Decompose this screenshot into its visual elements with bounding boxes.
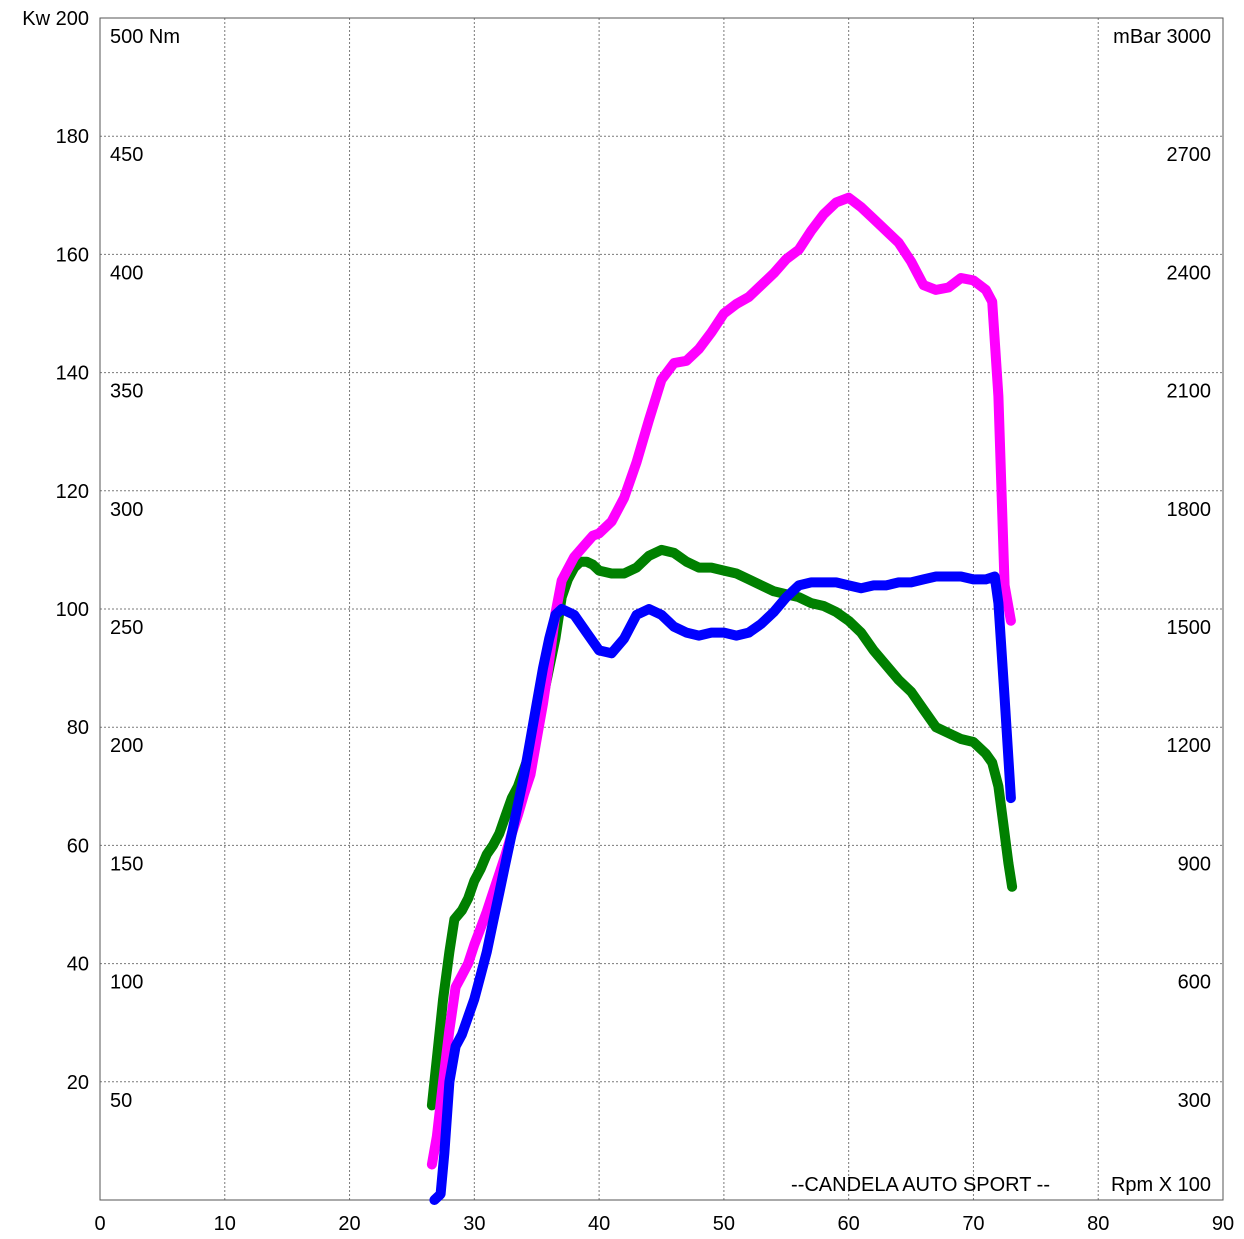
- x-tick-label: 30: [463, 1213, 485, 1235]
- inner-tick-label: 300: [110, 499, 143, 521]
- left-tick-label: 160: [56, 244, 89, 266]
- series-group: [426, 192, 1018, 1205]
- brand-annotation: --CANDELA AUTO SPORT --: [791, 1174, 1050, 1196]
- left-tick-label: 60: [67, 835, 89, 857]
- inner-tick-label: 50: [110, 1090, 132, 1112]
- inner-tick-label: 400: [110, 262, 143, 284]
- x-axis-label: Rpm X 100: [1111, 1174, 1211, 1196]
- right-axis-title: mBar 3000: [1113, 26, 1211, 48]
- x-tick-label: 80: [1087, 1213, 1109, 1235]
- x-tick-label: 10: [214, 1213, 236, 1235]
- x-tick-label: 50: [713, 1213, 735, 1235]
- inner-tick-label: 450: [110, 144, 143, 166]
- plot-frame: [99, 17, 1224, 1201]
- x-tick-label: 0: [94, 1213, 105, 1235]
- right-tick-label: 2400: [1167, 262, 1212, 284]
- right-tick-label: 1800: [1167, 499, 1212, 521]
- right-tick-label: 2700: [1167, 144, 1212, 166]
- inner-tick-label: 350: [110, 381, 143, 403]
- left-tick-label: 20: [67, 1072, 89, 1094]
- inner-axis-title: 500 Nm: [110, 26, 180, 48]
- inner-tick-label: 150: [110, 853, 143, 875]
- x-tick-label: 70: [962, 1213, 984, 1235]
- inner-tick-label: 100: [110, 972, 143, 994]
- left-tick-label: 140: [56, 363, 89, 385]
- series-line-2: [426, 192, 1016, 1170]
- series-line-1: [426, 544, 1018, 1111]
- right-tick-label: 1500: [1167, 617, 1212, 639]
- left-tick-label: 40: [67, 954, 89, 976]
- left-axis-title: Kw 200: [22, 8, 89, 30]
- left-tick-label: 180: [56, 126, 89, 148]
- right-tick-label: 600: [1178, 972, 1211, 994]
- x-tick-label: 40: [588, 1213, 610, 1235]
- left-tick-label: 80: [67, 717, 89, 739]
- x-tick-label: 20: [338, 1213, 360, 1235]
- right-tick-label: 300: [1178, 1090, 1211, 1112]
- series-line-3: [429, 571, 1016, 1205]
- right-tick-label: 1200: [1167, 735, 1212, 757]
- x-tick-label: 60: [838, 1213, 860, 1235]
- inner-tick-label: 250: [110, 617, 143, 639]
- x-tick-label: 90: [1212, 1213, 1234, 1235]
- right-tick-label: 2100: [1167, 381, 1212, 403]
- left-tick-label: 100: [56, 599, 89, 621]
- right-tick-label: 900: [1178, 853, 1211, 875]
- inner-tick-label: 200: [110, 735, 143, 757]
- tick-labels: 0 10 20 30 40 50 60 70 80 90 20 40 60 80 100 120 140 160 1…: [22, 8, 1234, 1235]
- left-tick-label: 120: [56, 481, 89, 503]
- grid-lines: [100, 18, 1223, 1200]
